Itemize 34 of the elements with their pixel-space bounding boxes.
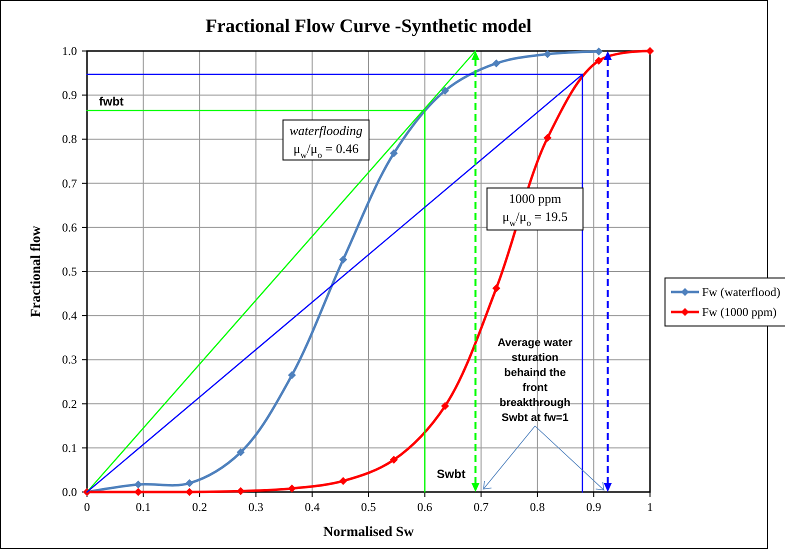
x-tick-label: 0 — [84, 500, 90, 514]
x-tick-label: 0.7 — [474, 500, 489, 514]
text-box: 1000 ppm μ$_{w}$/μ$_{o}$ = 19.5 — [486, 188, 584, 230]
x-tick-label: 0.4 — [304, 500, 320, 514]
x-tick-label: 0.6 — [417, 500, 432, 514]
annotation: 1000 ppm μ$_{w}$/μ$_{o}$ = 19.5 — [502, 191, 568, 228]
x-tick-label: 0.5 — [361, 500, 376, 514]
text-box: waterflooding μ$_{w}$/μ$_{o}$ = 0.46 — [282, 120, 370, 160]
annotation: fwbt — [99, 94, 124, 109]
chart-title: Fractional Flow Curve -Synthetic model — [205, 16, 532, 37]
y-axis-title: Fractional flow — [29, 224, 44, 318]
legend-label: Fw (1000 ppm) — [702, 305, 777, 319]
y-tick-label: 0.0 — [62, 485, 77, 499]
x-tick-label: 0.8 — [530, 500, 545, 514]
annotation: Swbt — [436, 467, 466, 481]
x-tick-label: 0.9 — [586, 500, 602, 514]
y-tick-label: 0.2 — [62, 396, 77, 411]
y-tick-label: 0.6 — [62, 220, 77, 234]
y-tick-label: 0.5 — [62, 264, 77, 278]
y-tick-label: 0.1 — [62, 440, 77, 455]
x-axis-title: Normalised Sw — [323, 525, 415, 540]
x-tick-label: 0.3 — [248, 500, 264, 514]
x-tick-label: 0.1 — [136, 500, 151, 514]
x-tick-label: 1 — [647, 500, 653, 514]
y-tick-label: 0.8 — [62, 132, 77, 146]
y-tick-label: 0.9 — [62, 88, 77, 102]
annotation: Average water sturation behaind the front breakthrough Swbt at fw=1 — [498, 337, 574, 424]
y-tick-label: 0.3 — [62, 352, 77, 367]
x-tick-label: 0.2 — [192, 500, 208, 514]
y-tick-label: 0.7 — [62, 176, 77, 190]
legend-label: Fw (waterflood) — [702, 285, 780, 299]
annotation: waterflooding μ$_{w}$/μ$_{o}$ = 0.46 — [290, 123, 363, 160]
y-tick-label: 1.0 — [62, 44, 77, 58]
y-tick-label: 0.4 — [62, 308, 77, 323]
